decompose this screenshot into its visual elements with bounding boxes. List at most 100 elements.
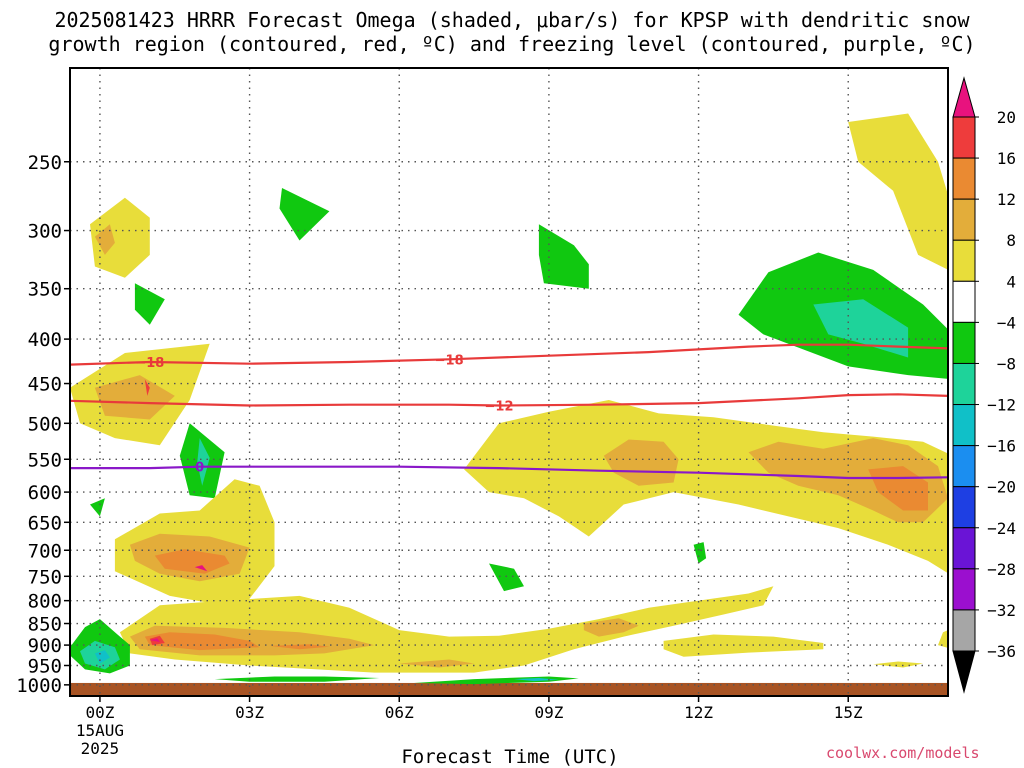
- colorbar-label-20: 20: [997, 108, 1016, 127]
- y-tick-label-550: 550: [28, 449, 62, 471]
- y-tick-label-750: 750: [28, 566, 62, 588]
- y-tick-label-450: 450: [28, 374, 62, 396]
- y-tick-label-500: 500: [28, 413, 62, 435]
- colorbar: 20 16 12 8 4 −4 −8 −12 −16 −20 −24 −28 −32 −36: [952, 76, 1016, 694]
- credit-link[interactable]: coolwx.com/models: [826, 744, 980, 762]
- colorbar-swatch: [952, 486, 976, 529]
- colorbar-label--32: −32: [987, 601, 1016, 620]
- colorbar-swatch: [952, 404, 976, 447]
- colorbar-label--28: −28: [987, 560, 1016, 579]
- colorbar-swatch: [952, 157, 976, 200]
- colorbar-swatch: [952, 198, 976, 241]
- omega-region-38: [214, 676, 380, 682]
- omega-region-32: [583, 618, 639, 637]
- colorbar-swatch: [952, 609, 976, 652]
- x-tick-label-09Z: 09Z: [534, 703, 563, 722]
- omega-region-31: [663, 634, 824, 657]
- y-tick-label-400: 400: [28, 329, 62, 351]
- colorbar-swatch: [952, 239, 976, 282]
- omega-region-22: [154, 549, 230, 574]
- x-tick-sublabel: 2025: [81, 739, 120, 758]
- y-tick-label-850: 850: [28, 614, 62, 636]
- y-tick-label-700: 700: [28, 540, 62, 562]
- omega-region-40: [514, 678, 559, 682]
- plot-frame: [69, 67, 949, 697]
- chart-title-line2: growth region (contoured, red, ºC) and f…: [48, 32, 976, 56]
- omega-region-15: [603, 439, 679, 486]
- colorbar-label--16: −16: [987, 437, 1016, 456]
- omega-region-26: [144, 632, 260, 651]
- omega-region-34: [938, 630, 948, 648]
- contour-label--12: −12: [485, 400, 514, 415]
- omega-region-14: [464, 400, 948, 574]
- contour-line--12: [70, 393, 948, 407]
- omega-region-23: [194, 565, 208, 572]
- omega-region-33: [873, 661, 924, 668]
- colorbar-swatch: [952, 527, 976, 570]
- omega-region-7: [538, 224, 589, 289]
- colorbar-label--24: −24: [987, 519, 1016, 538]
- x-tick-label-12Z: 12Z: [684, 703, 713, 722]
- omega-region-12: [813, 299, 909, 358]
- colorbar-swatch: [952, 362, 976, 406]
- colorbar-swatch: [952, 280, 976, 323]
- omega-region-29: [269, 644, 330, 650]
- contour-line-0: [70, 465, 948, 480]
- y-tick-label-600: 600: [28, 482, 62, 504]
- x-tick-label-06Z: 06Z: [385, 703, 414, 722]
- grid-lines: [70, 68, 948, 696]
- omega-region-18: [693, 542, 707, 564]
- colorbar-label--20: −20: [987, 478, 1016, 497]
- y-tick-label-350: 350: [28, 279, 62, 301]
- y-tick-label-650: 650: [28, 512, 62, 534]
- colorbar-swatch: [952, 568, 976, 611]
- omega-region-30: [399, 659, 475, 668]
- ground-layer: [70, 682, 948, 696]
- colorbar-label-16: 16: [997, 149, 1016, 168]
- omega-region-13: [848, 113, 948, 270]
- chart-title: 2025081423 HRRR Forecast Omega (shaded, …: [0, 8, 1024, 56]
- omega-region-6: [134, 283, 165, 325]
- colorbar-label--8: −8: [997, 354, 1016, 373]
- colorbar-top-triangle: [952, 76, 976, 118]
- colorbar-label-12: 12: [997, 190, 1016, 209]
- y-tick-label-950: 950: [28, 655, 62, 677]
- contour-label--18: −18: [135, 356, 164, 371]
- omega-region-37: [94, 650, 110, 664]
- contour-label--18: −18: [435, 353, 464, 368]
- y-tick-label-900: 900: [28, 635, 62, 657]
- colorbar-label--4: −4: [997, 313, 1016, 332]
- colorbar-label--36: −36: [987, 642, 1016, 661]
- omega-region-3: [94, 375, 175, 420]
- omega-region-10: [90, 498, 105, 517]
- omega-region-5: [279, 188, 330, 241]
- omega-region-28: [149, 638, 160, 643]
- omega-region-4: [144, 379, 150, 396]
- chart-title-line1: 2025081423 HRRR Forecast Omega (shaded, …: [54, 8, 970, 32]
- colorbar-label--12: −12: [987, 396, 1016, 415]
- x-tick-sublabel: 15AUG: [76, 721, 124, 740]
- colorbar-label-4: 4: [1006, 272, 1016, 291]
- contour-label-0: 0: [195, 461, 204, 476]
- y-tick-label-1000: 1000: [16, 675, 62, 697]
- x-tick-label-00Z: 00Z: [85, 703, 114, 722]
- omega-region-0: [90, 197, 150, 278]
- y-tick-label-300: 300: [28, 221, 62, 243]
- y-tick-label-250: 250: [28, 152, 62, 174]
- x-tick-label-03Z: 03Z: [235, 703, 264, 722]
- colorbar-bottom-triangle: [952, 650, 976, 694]
- x-tick-label-15Z: 15Z: [834, 703, 863, 722]
- axes: 2503003504004505005506006507007508008509…: [16, 152, 863, 758]
- x-axis-label: Forecast Time (UTC): [401, 746, 619, 768]
- contour-lines: −18 −18 −12 0: [70, 343, 948, 480]
- contour-line--18: [70, 343, 948, 366]
- omega-region-9: [197, 438, 210, 486]
- colorbar-swatch: [952, 445, 976, 488]
- omega-region-1: [94, 224, 115, 255]
- colorbar-label-8: 8: [1006, 231, 1016, 250]
- y-tick-label-800: 800: [28, 591, 62, 613]
- colorbar-swatch: [952, 116, 976, 159]
- omega-region-19: [489, 563, 524, 592]
- colorbar-swatch: [952, 321, 976, 364]
